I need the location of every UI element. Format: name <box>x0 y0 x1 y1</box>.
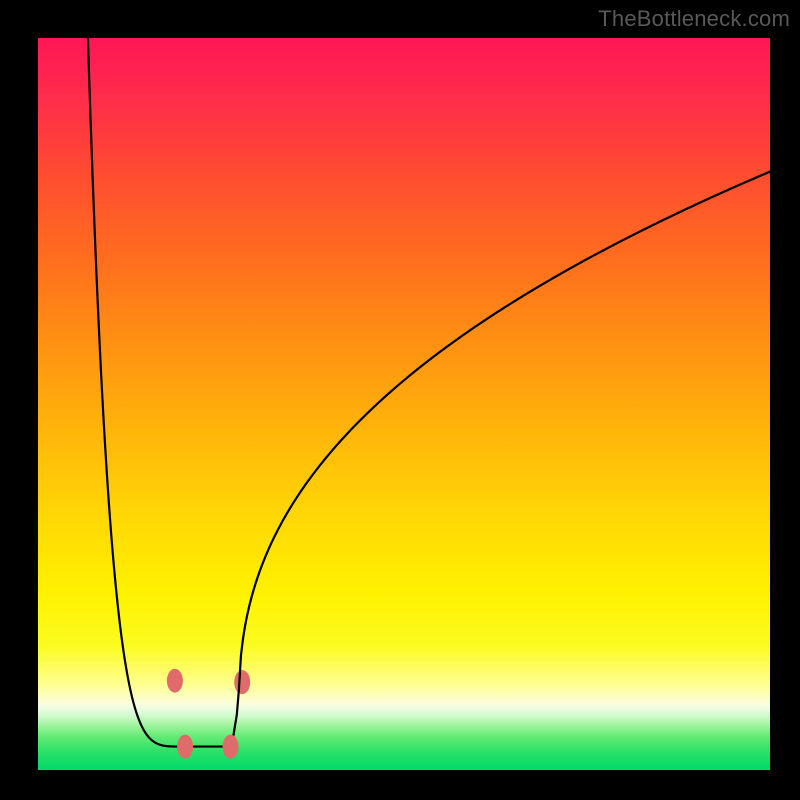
gradient-background <box>38 38 770 770</box>
curve-marker <box>234 670 250 694</box>
curve-marker <box>223 735 239 759</box>
curve-marker <box>177 735 193 759</box>
chart-container: { "watermark": "TheBottleneck.com", "cha… <box>0 0 800 800</box>
chart-svg <box>38 38 770 770</box>
curve-marker <box>167 669 183 693</box>
plot-area <box>38 38 770 770</box>
watermark-text: TheBottleneck.com <box>598 6 790 32</box>
